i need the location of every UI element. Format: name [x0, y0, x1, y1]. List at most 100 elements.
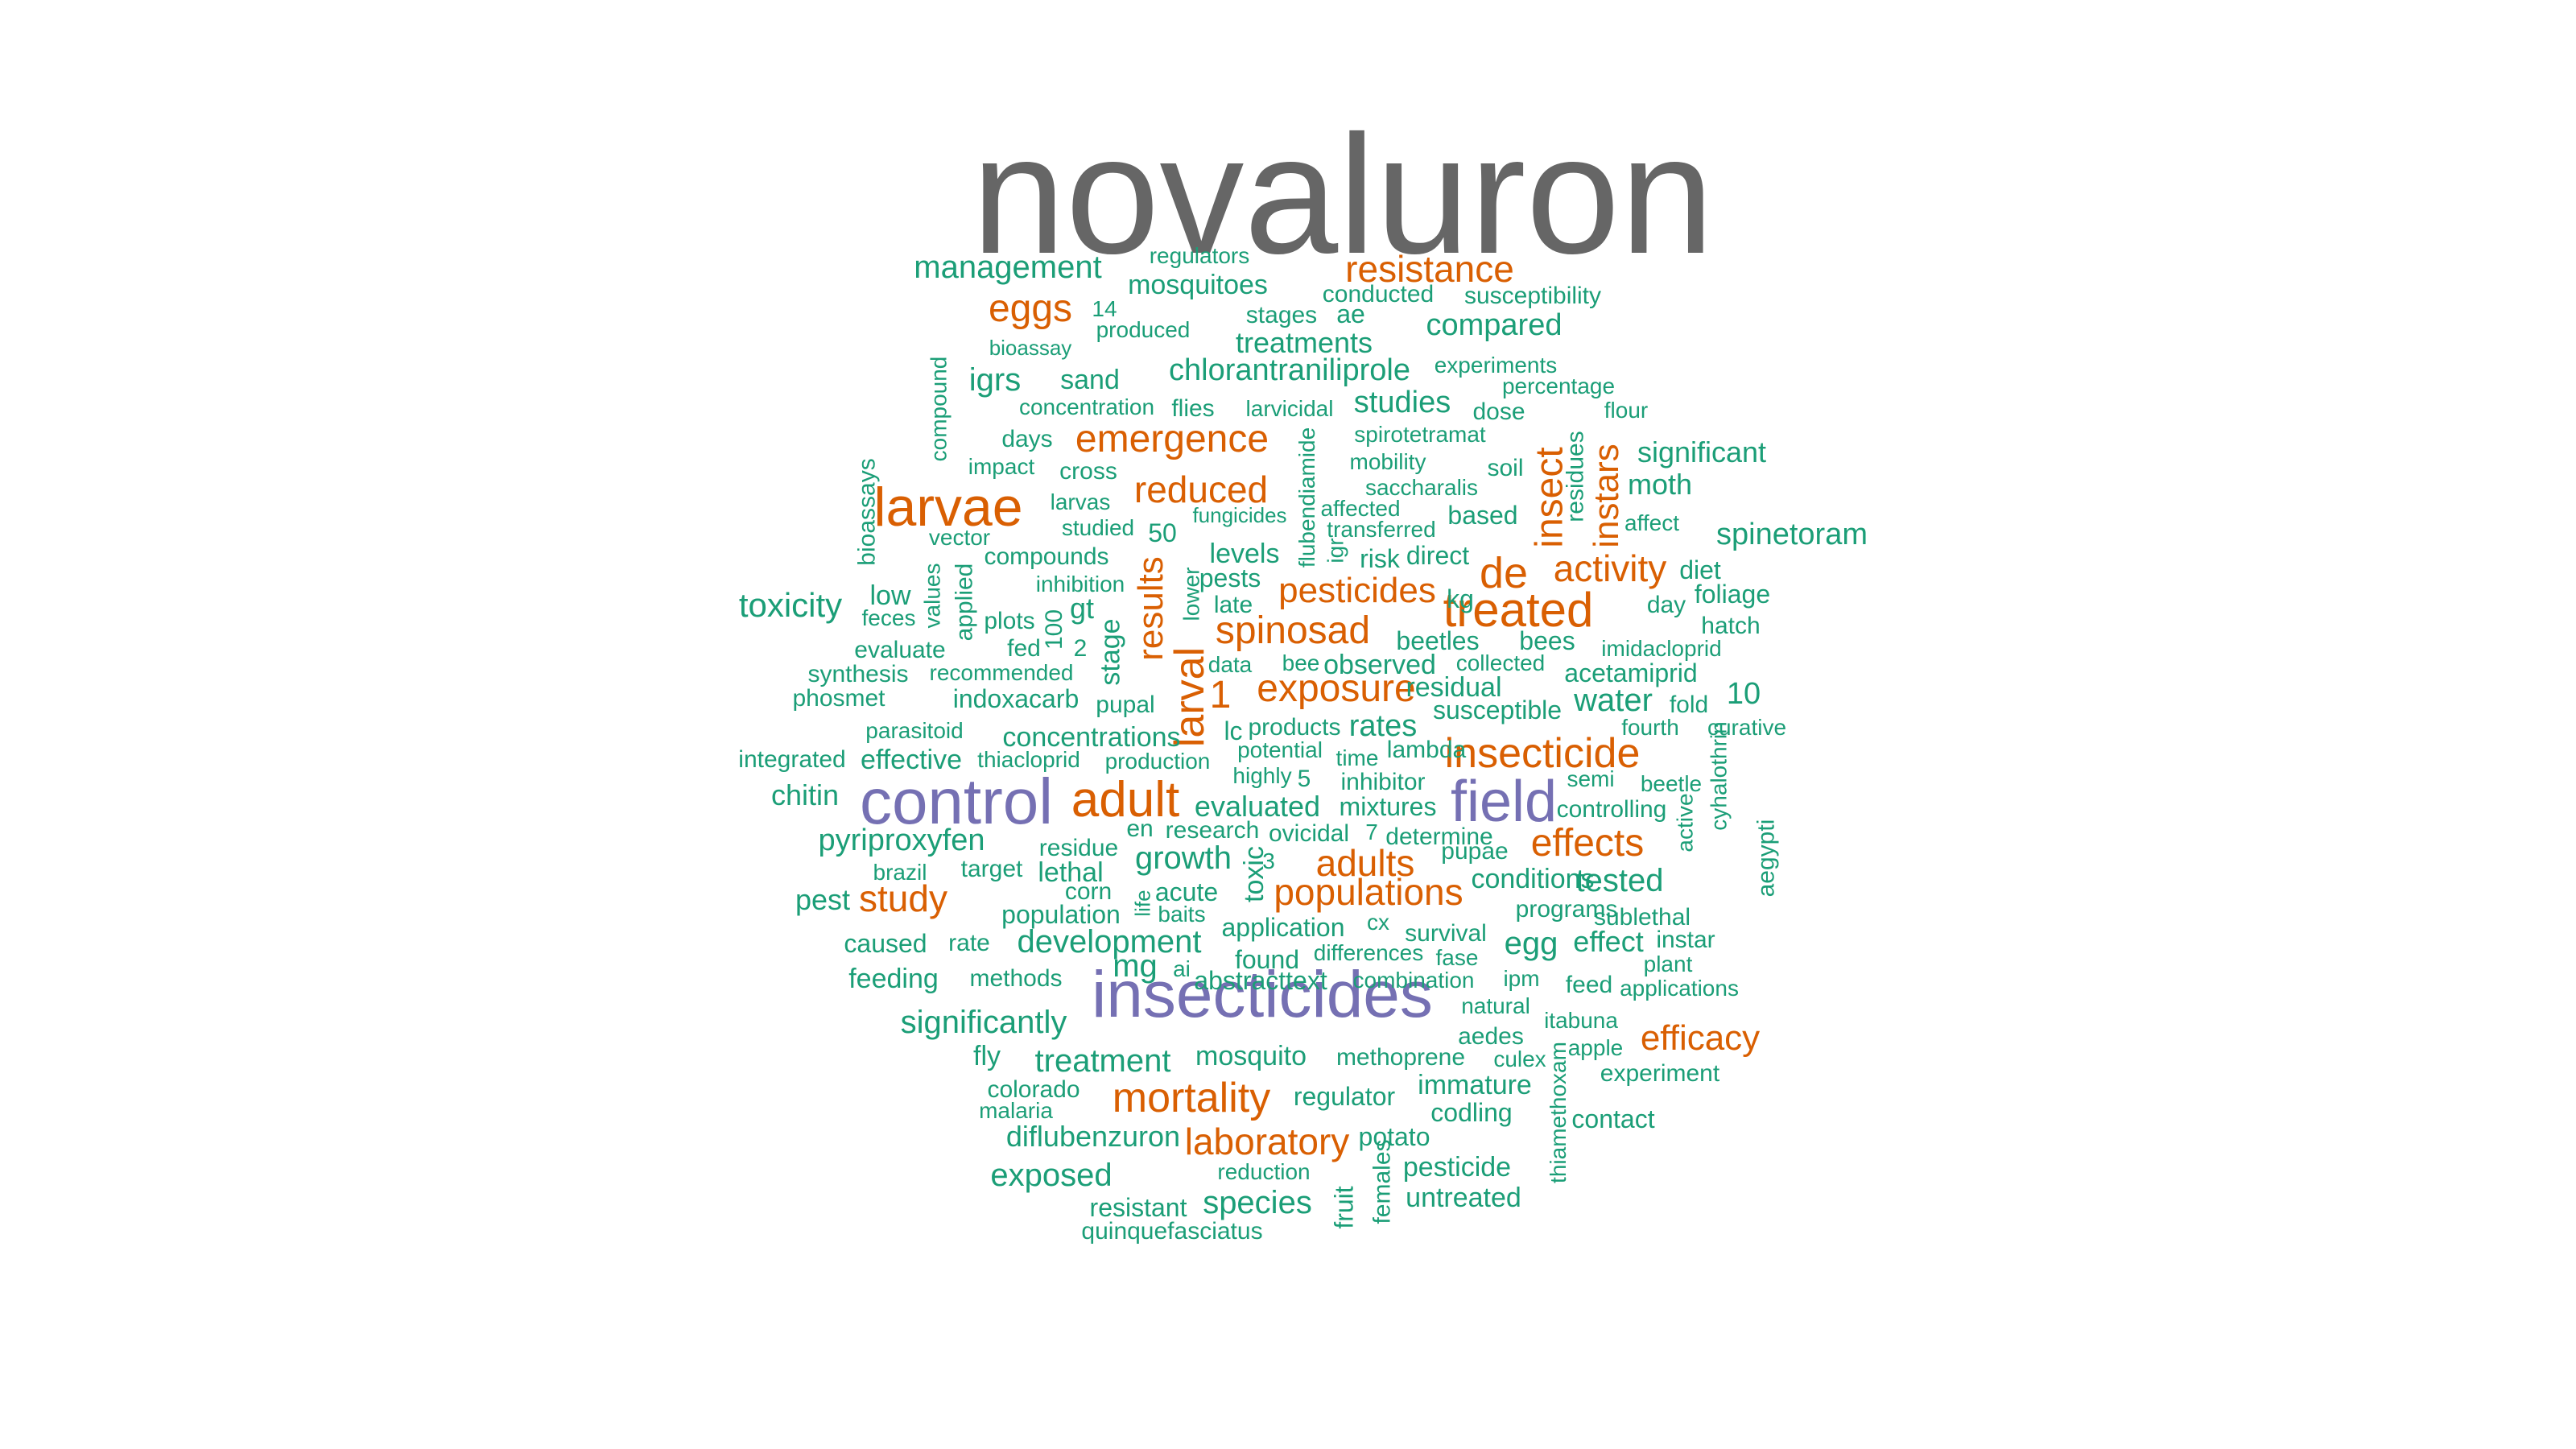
word-affected: affected [1320, 496, 1401, 521]
word-plant: plant [1643, 952, 1693, 976]
word-pesticides: pesticides [1278, 571, 1436, 610]
word-adult: adult [1071, 772, 1180, 828]
word-fase: fase [1435, 945, 1479, 970]
word-residues: residues [1563, 431, 1589, 522]
word-toxic: toxic [1238, 846, 1269, 902]
word-risk: risk [1360, 544, 1400, 573]
word-diet: diet [1679, 555, 1721, 584]
word-study: study [859, 877, 947, 919]
word-water: water [1574, 683, 1653, 718]
word-fed: fed [1007, 635, 1041, 662]
word-field: field [1450, 770, 1558, 834]
word-feeding: feeding [848, 964, 939, 994]
word-rate: rate [948, 930, 990, 956]
word-immature: immature [1418, 1070, 1532, 1100]
word-baits: baits [1158, 902, 1206, 927]
word-plots: plots [984, 608, 1035, 634]
word-methoprene: methoprene [1335, 1044, 1466, 1071]
word-females: females [1368, 1139, 1396, 1224]
word-conducted: conducted [1322, 281, 1435, 308]
word-impact: impact [968, 454, 1035, 479]
word-regulators: regulators [1149, 243, 1250, 268]
word-evaluate: evaluate [854, 637, 946, 663]
word-laboratory: laboratory [1184, 1121, 1350, 1162]
word-foliage: foliage [1694, 580, 1771, 609]
word-stage: stage [1096, 618, 1126, 686]
word-experiment: experiment [1600, 1060, 1720, 1087]
word-malaria: malaria [979, 1098, 1053, 1123]
word-natural: natural [1461, 993, 1530, 1018]
word-instar: instar [1656, 927, 1715, 953]
word-target: target [960, 856, 1023, 882]
word-fold: fold [1669, 691, 1709, 718]
word-inhibition: inhibition [1035, 572, 1125, 597]
word-sublethal: sublethal [1593, 904, 1691, 931]
word-untreated: untreated [1406, 1183, 1521, 1213]
word-production: production [1104, 749, 1211, 774]
word-produced: produced [1096, 317, 1191, 342]
word-significant: significant [1637, 436, 1767, 469]
word-life: life [1131, 890, 1155, 917]
word-100: 100 [1041, 609, 1067, 650]
word-spinosad: spinosad [1215, 609, 1371, 652]
word-conditions: conditions [1471, 864, 1595, 894]
word-pyriproxyfen: pyriproxyfen [818, 824, 985, 857]
word-pest: pest [795, 883, 851, 916]
word-thiacloprid: thiacloprid [977, 747, 1080, 772]
word-survival: survival [1405, 920, 1487, 947]
word-control: control [859, 766, 1054, 837]
word-hatch: hatch [1701, 613, 1761, 639]
word-3: 3 [1262, 848, 1275, 873]
word-feed: feed [1565, 972, 1613, 998]
word-bioassays: bioassays [854, 458, 881, 566]
word-phosmet: phosmet [792, 685, 886, 712]
word-determine: determine [1385, 824, 1493, 850]
word-effect: effect [1573, 925, 1644, 958]
word-moth: moth [1627, 468, 1693, 501]
word-treatment: treatment [1034, 1043, 1171, 1079]
word-feces: feces [861, 605, 916, 630]
word-curative: curative [1707, 715, 1787, 740]
word-mortality: mortality [1112, 1075, 1271, 1121]
word-susceptibility: susceptibility [1463, 283, 1602, 309]
word-reduced: reduced [1133, 469, 1269, 510]
word-research: research [1165, 817, 1260, 844]
word-caused: caused [844, 929, 927, 958]
word-found: found [1234, 945, 1300, 974]
word-beetles: beetles [1396, 626, 1480, 655]
word-results: results [1131, 556, 1170, 661]
word-flies: flies [1171, 395, 1215, 422]
word-direct: direct [1406, 541, 1470, 570]
word-activity: activity [1553, 547, 1667, 589]
word-en: en [1126, 815, 1154, 842]
word-potato: potato [1358, 1122, 1430, 1151]
word-cyhalothrin: cyhalothrin [1707, 721, 1732, 831]
word-larvas: larvas [1050, 489, 1111, 514]
word-populations: populations [1274, 871, 1463, 913]
word-mixtures: mixtures [1339, 792, 1437, 821]
word-treatments: treatments [1235, 326, 1373, 359]
word-late: late [1213, 592, 1253, 618]
word-low: low [869, 580, 911, 611]
word-abstracttext: abstracttext [1194, 966, 1327, 995]
word-pupae: pupae [1441, 838, 1509, 865]
word-differences: differences [1313, 940, 1424, 965]
word-saccharalis: saccharalis [1364, 475, 1479, 500]
word-population: population [1001, 900, 1121, 929]
word-quinquefasciatus: quinquefasciatus [1081, 1218, 1263, 1245]
word-5: 5 [1297, 766, 1311, 792]
word-integrated: integrated [738, 746, 846, 773]
word-pesticide: pesticide [1402, 1152, 1512, 1183]
word-igrs: igrs [968, 362, 1022, 398]
word-compound: compound [925, 356, 951, 462]
word-spinetoram: spinetoram [1716, 518, 1868, 551]
word-igr: igr [1323, 538, 1348, 564]
word-larvae: larvae [873, 477, 1023, 538]
word-acute: acute [1154, 877, 1219, 906]
word-spirotetramat: spirotetramat [1354, 422, 1486, 447]
word-novaluron: novaluron [971, 100, 1715, 289]
word-de: de [1479, 549, 1529, 597]
word-10: 10 [1726, 677, 1761, 711]
word-species: species [1203, 1185, 1312, 1220]
word-bees: bees [1519, 626, 1575, 655]
